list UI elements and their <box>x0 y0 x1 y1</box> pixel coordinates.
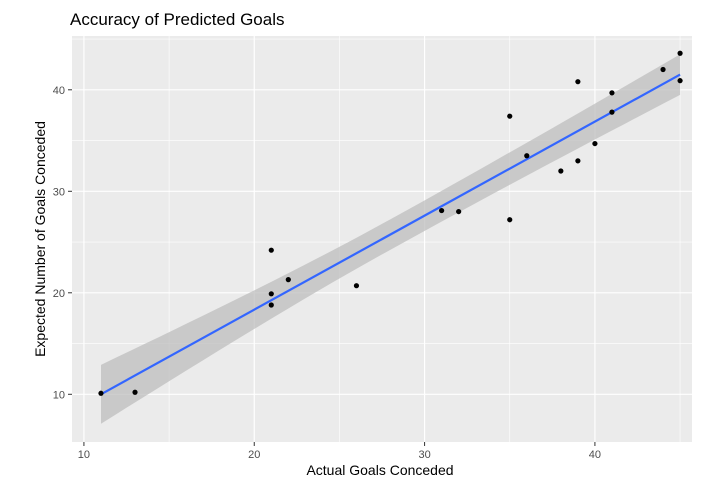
data-point <box>507 217 513 223</box>
data-point <box>98 390 104 396</box>
data-point <box>524 153 530 159</box>
data-point <box>609 90 615 96</box>
x-axis-title: Actual Goals Conceded <box>306 462 453 478</box>
data-point <box>353 283 360 289</box>
y-axis-title: Expected Number of Goals Conceded <box>32 121 48 357</box>
y-tick-label: 40 <box>53 85 65 97</box>
data-point <box>609 109 615 115</box>
x-tick-label: 40 <box>589 449 601 461</box>
data-point <box>268 302 274 308</box>
data-point <box>592 140 598 147</box>
data-point <box>268 291 274 297</box>
data-point <box>456 208 462 215</box>
major-gridlines <box>72 36 692 442</box>
data-points <box>98 50 683 396</box>
data-point <box>132 389 138 395</box>
data-point <box>660 66 666 73</box>
x-tick-label: 30 <box>418 449 430 461</box>
data-point <box>439 207 445 214</box>
y-tick-label: 20 <box>53 288 65 300</box>
data-point <box>507 113 513 119</box>
data-point <box>575 79 581 85</box>
x-tick-label: 10 <box>78 449 90 461</box>
data-point <box>677 50 683 56</box>
regression-line <box>100 73 681 396</box>
data-point <box>268 247 274 253</box>
y-tick-label: 10 <box>53 389 65 401</box>
axis-ticks: 10 20 30 40 10 20 30 40 <box>53 85 601 461</box>
chart-title: Accuracy of Predicted Goals <box>70 10 284 29</box>
data-point <box>575 158 581 164</box>
x-tick-label: 20 <box>248 449 260 461</box>
data-point <box>558 168 564 174</box>
data-point <box>677 78 683 84</box>
confidence-band <box>101 54 681 424</box>
y-tick-label: 30 <box>53 186 65 198</box>
data-point <box>285 277 291 283</box>
